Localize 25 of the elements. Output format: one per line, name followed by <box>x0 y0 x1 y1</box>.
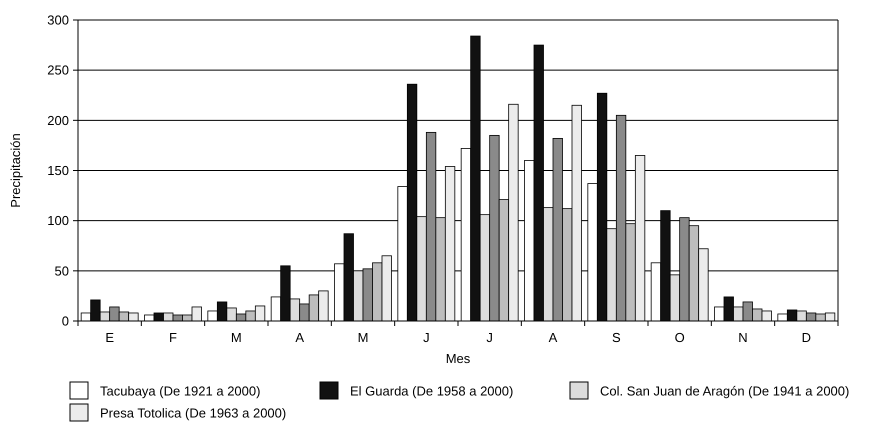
y-tick-label: 0 <box>62 314 69 329</box>
y-axis-title: Precipitación <box>8 133 23 208</box>
y-tick-label: 150 <box>47 163 69 178</box>
x-tick-label: J <box>486 330 493 345</box>
y-tick-label: 100 <box>47 213 69 228</box>
y-tick-label: 200 <box>47 112 69 128</box>
x-tick-label: E <box>105 330 114 345</box>
legend-label: El Guarda (De 1958 a 2000) <box>350 384 514 399</box>
x-tick-label: A <box>548 330 558 345</box>
legend-label: Tacubaya (De 1921 a 2000) <box>100 384 260 399</box>
x-tick-label: M <box>358 330 368 345</box>
x-tick-label: O <box>674 330 685 345</box>
legend-label: Col. San Juan de Aragón (De 1941 a 2000) <box>600 384 850 399</box>
x-tick-label: A <box>295 330 304 345</box>
y-tick-label: 50 <box>54 263 69 278</box>
x-tick-label: F <box>169 330 178 345</box>
x-tick-label: M <box>230 330 242 345</box>
x-tick-label: N <box>738 330 748 345</box>
y-tick-label: 300 <box>47 12 69 28</box>
x-tick-label: D <box>802 330 812 345</box>
x-axis-title: Mes <box>446 351 471 366</box>
y-tick-label: 250 <box>47 62 69 78</box>
x-tick-label: J <box>423 330 430 345</box>
x-tick-label: S <box>612 330 621 345</box>
legend-label: Presa Totolica (De 1963 a 2000) <box>100 406 286 421</box>
